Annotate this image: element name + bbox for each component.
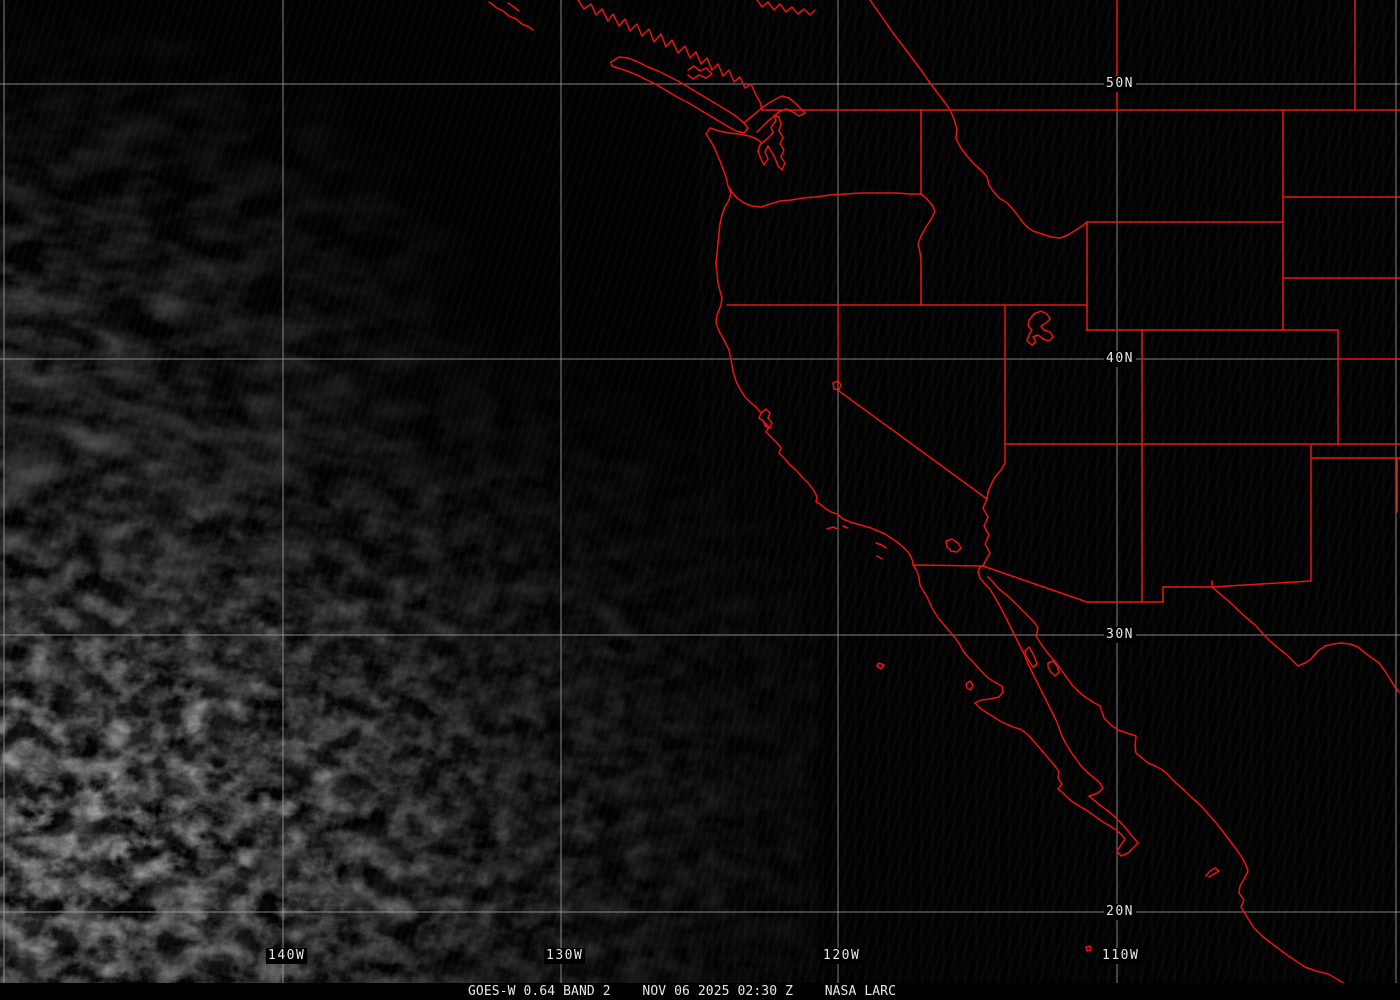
map-feature-channel-islands-a	[826, 526, 839, 530]
lat-label-20n: 20N	[1104, 904, 1136, 920]
map-feature-haida-islands-b	[507, 2, 520, 12]
political-boundaries-overlay	[488, 0, 1400, 995]
map-feature-isla-socorro	[1085, 945, 1092, 952]
lat-label-40n: 40N	[1104, 351, 1136, 367]
map-feature-olympic-coast	[705, 127, 729, 187]
map-feature-nv-az-colorado-river	[986, 443, 1006, 500]
map-feature-great-salt-lake	[1026, 310, 1054, 346]
map-feature-az-mexico-diagonal	[982, 565, 1088, 603]
map-feature-channel-islands-d	[876, 555, 883, 560]
map-feature-sf-bay	[760, 408, 773, 429]
map-feature-bc-ab-border	[869, 0, 951, 111]
map-feature-channel-islands-c	[875, 542, 887, 549]
lat-label-50n: 50N	[1104, 76, 1136, 92]
lon-label-130w: 130W	[544, 948, 586, 964]
map-feature-haida-islands-a	[488, 1, 534, 31]
map-feature-georgia-strait-detail	[744, 95, 806, 133]
lon-label-140w: 140W	[266, 948, 308, 964]
map-feature-salton-sea	[945, 538, 962, 553]
map-feature-broughton-inlets	[687, 65, 713, 80]
lon-label-110w: 110W	[1100, 948, 1142, 964]
map-feature-or-id-snake-border	[917, 193, 936, 306]
map-feature-isla-tiburon	[1047, 660, 1060, 677]
map-feature-lake-tahoe	[832, 380, 842, 391]
map-feature-west-coast	[715, 185, 914, 566]
map-feature-isla-guadalupe	[876, 662, 885, 670]
map-feature-ca-nv-diagonal	[838, 390, 988, 500]
cloud-layer	[0, 0, 780, 985]
map-feature-islas-marias	[1205, 867, 1220, 878]
map-feature-isla-cedros	[965, 680, 974, 691]
map-feature-baja-pacific-coast	[912, 564, 1139, 857]
map-feature-bc-north-coast-detail	[756, 0, 816, 16]
caption-text: GOES-W 0.64 BAND 2 NOV 06 2025 02:30 Z N…	[468, 984, 897, 999]
map-feature-channel-islands-b	[842, 525, 849, 529]
map-feature-puget-sound	[757, 114, 786, 171]
map-feature-bc-mainland-coast	[577, 0, 763, 111]
map-feature-id-mt-border	[949, 109, 1088, 239]
map-feature-az-ca-colorado-river	[982, 498, 991, 567]
map-feature-vancouver-island	[610, 56, 749, 134]
lon-label-120w: 120W	[821, 948, 863, 964]
lat-label-30n: 30N	[1104, 627, 1136, 643]
map-feature-rio-grande	[1211, 586, 1400, 693]
map-feature-ca-mexico-border	[912, 564, 984, 567]
map-feature-juan-de-fuca-shore	[709, 127, 763, 144]
map-feature-isla-angel-de-la-guarda	[1024, 646, 1038, 668]
map-feature-baja-gulf-coast	[977, 565, 1139, 844]
map-feature-sonora-sinaloa-coast	[987, 576, 1384, 995]
caption-bar: GOES-W 0.64 BAND 2 NOV 06 2025 02:30 Z N…	[0, 983, 1400, 1000]
map-feature-wa-or-columbia-river	[727, 185, 922, 208]
